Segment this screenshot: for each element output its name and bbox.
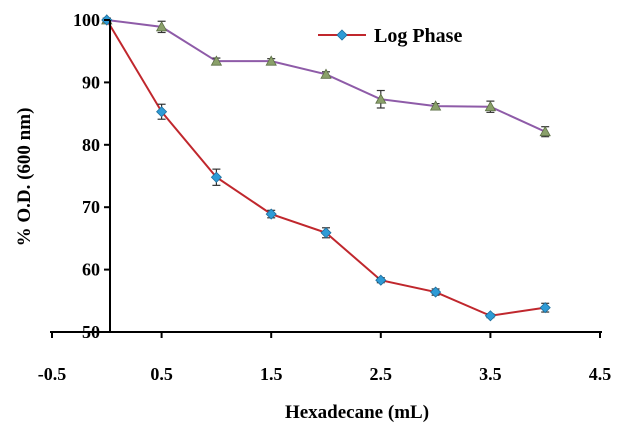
- series-line: [105, 19, 546, 317]
- data-point: [210, 55, 223, 66]
- x-tick-label: 3.5: [479, 364, 502, 384]
- data-point: [429, 100, 442, 111]
- data-point: [484, 100, 497, 112]
- legend-label: Log Phase: [374, 25, 462, 47]
- x-tick-label: 0.5: [150, 364, 173, 384]
- data-point: [155, 21, 168, 32]
- y-tick-label: 80: [82, 135, 100, 155]
- y-tick-label: 60: [82, 260, 100, 280]
- legend-marker: [336, 29, 348, 41]
- x-tick-label: 4.5: [589, 364, 612, 384]
- x-tick-label: -0.5: [38, 364, 67, 384]
- data-point: [320, 68, 332, 79]
- y-axis-title: % O.D. (600 nm): [14, 108, 35, 247]
- x-axis-title: Hexadecane (mL): [285, 402, 429, 423]
- data-point: [375, 274, 387, 286]
- y-tick-label: 70: [82, 197, 100, 217]
- data-point: [430, 286, 442, 298]
- series-1: [101, 14, 551, 138]
- data-point: [265, 208, 277, 220]
- data-point: [156, 106, 168, 118]
- data-point: [375, 93, 387, 104]
- data-point: [210, 171, 222, 183]
- data-point: [265, 55, 277, 66]
- data-point: [539, 125, 551, 137]
- series-0: [101, 14, 551, 322]
- y-tick-label: 100: [73, 10, 100, 30]
- data-point: [320, 227, 332, 239]
- y-tick-label: 50: [82, 322, 100, 342]
- data-point: [539, 302, 551, 314]
- x-tick-label: 1.5: [260, 364, 283, 384]
- y-tick-label: 90: [82, 72, 100, 92]
- x-tick-label: 2.5: [370, 364, 393, 384]
- data-point: [484, 310, 496, 322]
